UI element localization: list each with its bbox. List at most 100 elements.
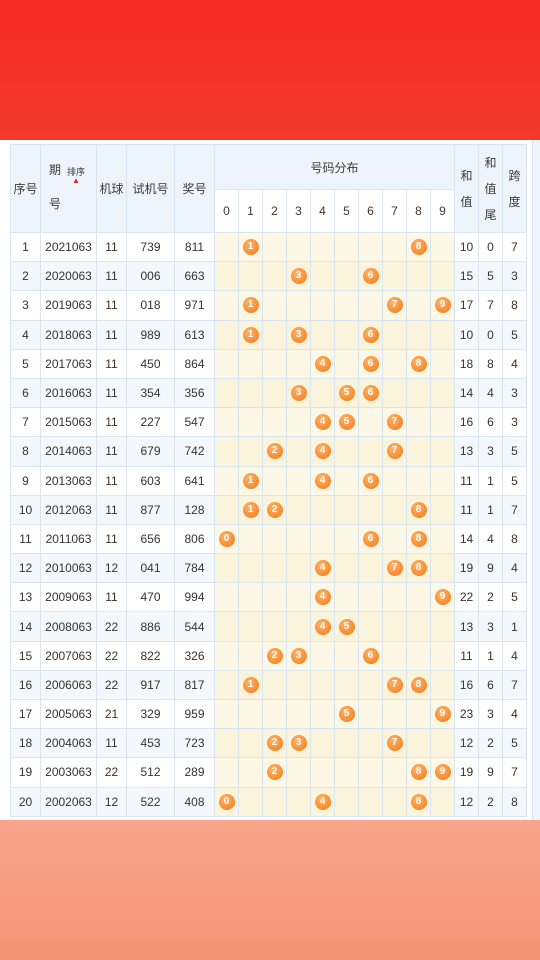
header-sum-char-2: 值 (460, 194, 473, 209)
cell-test-number: 512 (126, 757, 175, 788)
cell-digit-7 (382, 231, 407, 263)
cell-span: 8 (502, 786, 527, 817)
cell-seq: 3 (10, 290, 41, 321)
header-prize-number: 奖号 (174, 144, 215, 233)
top-red-banner (0, 0, 540, 140)
header-span: 跨 度 (502, 144, 527, 233)
cell-digit-6: 6 (358, 640, 383, 671)
cell-sum-tail: 1 (478, 494, 503, 525)
header-period-char-2: 号 (49, 197, 62, 211)
cell-test-number: 989 (126, 319, 175, 350)
cell-seq: 7 (10, 407, 41, 438)
digit-header-5: 5 (334, 189, 359, 233)
cell-seq: 9 (10, 465, 41, 496)
number-ball-4: 4 (314, 355, 331, 372)
cell-digit-8 (406, 465, 431, 496)
cell-ball: 11 (96, 377, 127, 409)
number-ball-3: 3 (290, 647, 307, 664)
cell-digit-6: 6 (358, 348, 383, 379)
cell-digit-2 (262, 407, 287, 438)
cell-digit-6 (358, 669, 383, 701)
cell-ball: 11 (96, 494, 127, 525)
cell-digit-5 (334, 261, 359, 292)
header-test-number: 试机号 (126, 144, 175, 233)
cell-test-number: 917 (126, 669, 175, 701)
cell-seq: 18 (10, 728, 41, 759)
cell-digit-4: 4 (310, 553, 335, 584)
number-ball-1: 1 (242, 501, 259, 518)
cell-sum: 18 (454, 348, 479, 379)
cell-test-number: 886 (126, 611, 175, 642)
cell-test-number: 018 (126, 290, 175, 321)
digit-header-0: 0 (214, 189, 239, 233)
cell-digit-4 (310, 640, 335, 671)
cell-digit-9 (430, 786, 455, 817)
cell-digit-3 (286, 290, 311, 321)
table-row: 15 2007063 22 822 326 2 3 6 11 1 4 (10, 640, 527, 671)
cell-prize-number: 817 (174, 669, 215, 701)
cell-test-number: 453 (126, 728, 175, 759)
cell-period: 2016063 (40, 377, 97, 409)
cell-digit-5: 5 (334, 698, 359, 730)
cell-digit-1: 1 (238, 231, 263, 263)
cell-test-number: 522 (126, 786, 175, 817)
number-ball-7: 7 (386, 297, 403, 314)
cell-digit-2: 2 (262, 436, 287, 467)
digit-header-8: 8 (406, 189, 431, 233)
cell-ball: 11 (96, 290, 127, 321)
cell-sum: 22 (454, 582, 479, 613)
cell-digit-2 (262, 553, 287, 584)
cell-span: 5 (502, 728, 527, 759)
cell-digit-7 (382, 786, 407, 817)
number-ball-2: 2 (266, 764, 283, 781)
cell-digit-3 (286, 582, 311, 613)
number-ball-2: 2 (266, 735, 283, 752)
header-period[interactable]: 期 排序 ▲ 号 (40, 144, 97, 233)
table-row: 17 2005063 21 329 959 5 9 23 3 4 (10, 698, 527, 730)
cell-digit-8: 8 (406, 757, 431, 788)
header-sum-tail: 和 值 尾 (478, 144, 503, 233)
cell-digit-0 (214, 757, 239, 788)
cell-digit-2: 2 (262, 494, 287, 525)
cell-span: 7 (502, 757, 527, 788)
cell-seq: 4 (10, 319, 41, 350)
cell-digit-5 (334, 290, 359, 321)
cell-digit-4 (310, 261, 335, 292)
cell-digit-0 (214, 377, 239, 409)
cell-sum: 11 (454, 465, 479, 496)
cell-digit-3 (286, 494, 311, 525)
cell-sum: 12 (454, 728, 479, 759)
cell-span: 7 (502, 669, 527, 701)
cell-digit-4 (310, 698, 335, 730)
cell-sum-tail: 8 (478, 348, 503, 379)
cell-period: 2017063 (40, 348, 97, 379)
sort-control[interactable]: 排序 ▲ (67, 167, 85, 185)
number-ball-2: 2 (266, 647, 283, 664)
cell-digit-8: 8 (406, 786, 431, 817)
cell-digit-0 (214, 698, 239, 730)
cell-span: 8 (502, 523, 527, 555)
cell-digit-6: 6 (358, 465, 383, 496)
cell-test-number: 877 (126, 494, 175, 525)
cell-digit-3 (286, 698, 311, 730)
cell-digit-4: 4 (310, 582, 335, 613)
number-ball-3: 3 (290, 735, 307, 752)
cell-sum: 14 (454, 377, 479, 409)
number-ball-0: 0 (218, 530, 235, 547)
cell-digit-8 (406, 436, 431, 467)
cell-period: 2018063 (40, 319, 97, 350)
cell-sum: 19 (454, 553, 479, 584)
cell-digit-6: 6 (358, 319, 383, 350)
number-ball-7: 7 (386, 560, 403, 577)
cell-sum-tail: 2 (478, 728, 503, 759)
number-ball-5: 5 (338, 706, 355, 723)
cell-digit-7 (382, 582, 407, 613)
cell-digit-1 (238, 261, 263, 292)
cell-digit-9 (430, 523, 455, 555)
cell-digit-9 (430, 611, 455, 642)
cell-test-number: 450 (126, 348, 175, 379)
cell-ball: 11 (96, 261, 127, 292)
cell-digit-9 (430, 407, 455, 438)
cell-digit-2 (262, 261, 287, 292)
